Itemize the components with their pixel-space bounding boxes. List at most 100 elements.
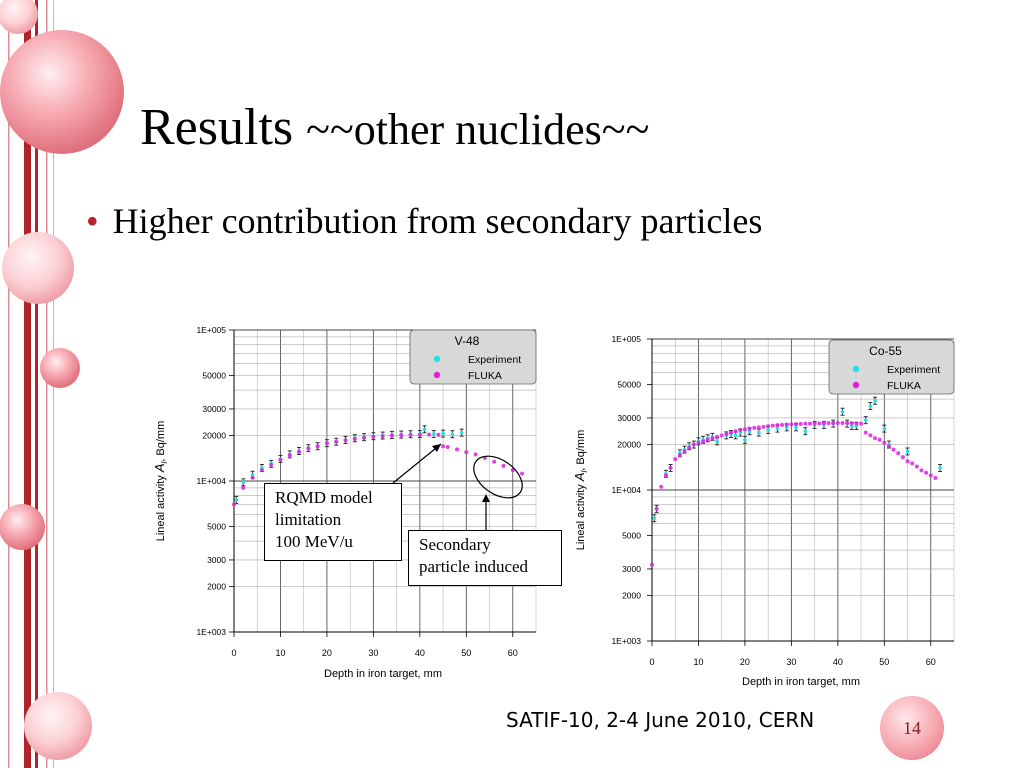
y-tick-label: 3000 (207, 555, 226, 565)
legend-label-experiment: Experiment (468, 354, 521, 366)
experiment-marker (775, 426, 780, 431)
data-point-experiment (882, 424, 887, 433)
data-point-fluka (719, 433, 724, 438)
data-point-fluka (728, 430, 733, 435)
y-tick-label: 1E+003 (196, 627, 226, 637)
data-point-fluka (784, 422, 789, 427)
data-point-fluka (835, 420, 840, 425)
page-number: 14 (880, 696, 944, 760)
data-point-fluka (501, 463, 506, 468)
data-point-fluka (710, 436, 715, 441)
annotation-arrowhead-secondary (482, 494, 490, 502)
experiment-marker (459, 430, 464, 435)
y-axis-label-part: A (572, 472, 587, 482)
data-point-fluka (859, 421, 864, 426)
data-point-fluka (873, 436, 878, 441)
y-axis-label: Lineal activity Al, Bq/mm (152, 421, 169, 542)
note-secondary: Secondary particle induced (408, 530, 562, 586)
data-point-experiment (742, 435, 747, 444)
x-tick-label: 30 (368, 648, 378, 658)
data-point-fluka (807, 421, 812, 426)
bullet-text: Higher contribution from secondary parti… (112, 201, 763, 241)
data-point-fluka (297, 449, 302, 454)
note-rqmd-line: 100 MeV/u (275, 532, 353, 551)
data-point-fluka (826, 421, 831, 426)
data-point-fluka (863, 430, 868, 435)
data-point-fluka (747, 426, 752, 431)
y-axis-label: Lineal activity Al, Bq/mm (572, 430, 589, 551)
experiment-marker (715, 439, 719, 444)
bullet-icon: • (86, 201, 99, 241)
data-point-experiment (905, 447, 910, 456)
footer-text: SATIF-10, 2-4 June 2010, CERN (506, 708, 815, 732)
data-point-fluka (445, 444, 450, 449)
y-tick-label: 30000 (617, 413, 641, 423)
data-point-fluka (724, 431, 729, 436)
data-point-fluka (928, 473, 933, 478)
data-point-experiment (756, 428, 761, 437)
data-point-fluka (687, 445, 692, 450)
data-point-fluka (269, 462, 274, 467)
data-point-fluka (520, 471, 525, 476)
experiment-marker (868, 404, 873, 408)
experiment-marker (803, 429, 808, 434)
data-point-fluka (756, 425, 761, 430)
data-point-experiment (234, 495, 239, 504)
data-point-fluka (232, 502, 236, 507)
experiment-marker (441, 431, 445, 436)
data-point-experiment (863, 416, 868, 425)
data-point-fluka (789, 422, 794, 427)
data-point-fluka (696, 440, 701, 445)
data-point-fluka (817, 421, 822, 426)
data-point-fluka (306, 446, 311, 451)
experiment-marker (840, 409, 845, 414)
y-tick-label: 1E+005 (611, 334, 641, 344)
y-tick-label: 5000 (622, 530, 641, 540)
x-tick-label: 20 (740, 657, 750, 667)
data-point-experiment (868, 402, 873, 410)
bullet-item: • Higher contribution from secondary part… (86, 200, 762, 242)
y-tick-label: 30000 (202, 404, 226, 414)
data-point-fluka (371, 434, 376, 439)
data-point-fluka (673, 457, 678, 462)
note-secondary-line: particle induced (419, 557, 529, 576)
y-tick-label: 2000 (622, 591, 641, 601)
y-tick-label: 2000 (207, 582, 226, 592)
data-point-fluka (399, 433, 404, 438)
x-axis-label: Depth in iron target, mm (742, 676, 860, 688)
data-point-fluka (389, 433, 394, 438)
data-point-fluka (334, 439, 339, 444)
data-point-fluka (766, 424, 771, 429)
data-point-fluka (775, 423, 780, 428)
data-point-fluka (780, 422, 785, 427)
data-point-fluka (770, 423, 775, 428)
legend-marker-experiment (852, 365, 860, 373)
data-point-fluka (886, 444, 891, 449)
x-tick-label: 60 (508, 648, 518, 658)
data-point-experiment (840, 407, 845, 416)
data-point-fluka (250, 475, 255, 480)
x-tick-label: 60 (926, 657, 936, 667)
decorative-sidebar (0, 0, 124, 768)
data-point-fluka (427, 432, 432, 437)
data-point-fluka (803, 421, 808, 426)
experiment-marker (882, 426, 887, 431)
annotation-ellipse (473, 455, 523, 499)
data-point-fluka (854, 421, 859, 426)
y-axis-label-part: A (152, 463, 167, 473)
x-tick-label: 10 (275, 648, 285, 658)
experiment-marker (234, 498, 239, 502)
x-tick-label: 20 (322, 648, 332, 658)
experiment-marker (784, 425, 789, 430)
note-rqmd: RQMD model limitation 100 MeV/u (264, 483, 402, 561)
data-point-fluka (812, 421, 817, 426)
data-point-fluka (752, 425, 757, 430)
y-tick-label: 5000 (207, 521, 226, 531)
data-point-fluka (510, 468, 515, 473)
experiment-marker (250, 472, 255, 477)
experiment-marker (873, 398, 877, 403)
x-axis-label: Depth in iron target, mm (324, 668, 442, 680)
experiment-marker (938, 466, 942, 470)
legend-marker-fluka (433, 371, 441, 379)
x-tick-label: 50 (461, 648, 471, 658)
